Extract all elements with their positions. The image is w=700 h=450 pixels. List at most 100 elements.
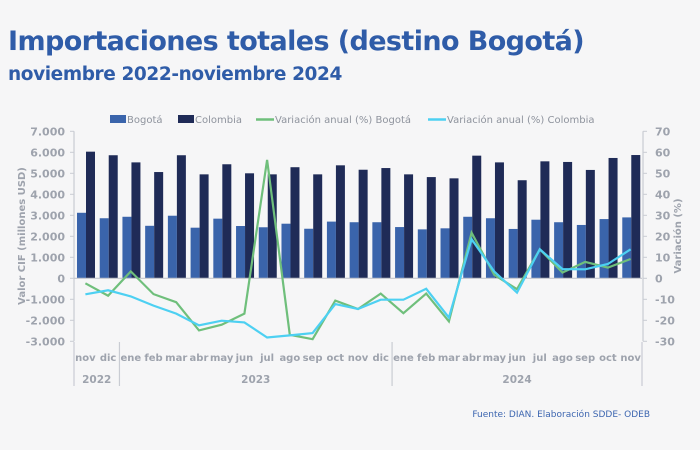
source-note: Fuente: DIAN. Elaboración SDDE- ODEB <box>472 410 650 420</box>
bar-bogot <box>622 217 632 279</box>
left-tick-label: 4.000 <box>30 188 65 201</box>
bar-colombia <box>199 174 209 279</box>
left-tick-label: -2.000 <box>26 314 66 327</box>
bar-colombia <box>86 151 95 279</box>
bar-bogot <box>372 222 382 279</box>
left-tick-label: 5.000 <box>30 167 65 180</box>
x-tick-label: feb <box>144 353 162 364</box>
x-axis: nov dic ene feb mar abr may jun jul ago sep oct nov d… <box>73 342 643 386</box>
bar-colombia <box>245 173 255 279</box>
bar-colombia <box>517 180 527 279</box>
bar-bogot <box>236 226 246 279</box>
bar-bogot <box>145 225 155 279</box>
legend-label: Variación anual (%) Bogotá <box>275 114 411 126</box>
bar-colombia <box>404 174 414 279</box>
bar-bogot <box>190 227 200 279</box>
left-tick-label: 3.000 <box>30 209 65 222</box>
x-tick-label: ene <box>393 353 414 364</box>
right-tick-label: 60 <box>655 146 671 159</box>
legend-swatch <box>110 115 126 123</box>
x-tick-label: dic <box>100 353 117 364</box>
bar-bogot <box>326 221 336 279</box>
left-tick-label: 6.000 <box>30 146 65 159</box>
bar-colombia <box>631 155 641 279</box>
year-label: 2023 <box>241 374 270 386</box>
legend-label: Variación anual (%) Colombia <box>447 114 595 126</box>
bar-bogot <box>304 228 314 279</box>
bar-colombia <box>108 155 118 279</box>
bar-colombia <box>563 161 573 279</box>
bar-bogot <box>99 218 109 279</box>
right-tick-label: 70 <box>655 125 671 138</box>
bar-colombia <box>540 161 550 279</box>
x-tick-label: nov <box>620 353 641 364</box>
y-axis-label: Valor CIF (millones USD) <box>17 167 28 305</box>
right-tick-label: 30 <box>655 209 671 222</box>
x-tick-label: jun <box>235 353 254 364</box>
year-label: 2024 <box>502 374 531 386</box>
bar-colombia <box>494 162 504 279</box>
x-tick-label: dic <box>372 353 389 364</box>
bar-colombia <box>381 168 391 279</box>
bar-colombia <box>267 174 277 279</box>
right-tick-label: 10 <box>655 251 671 264</box>
line-variacion-colombia <box>85 236 632 339</box>
bar-colombia <box>222 164 232 279</box>
left-tick-label: 2.000 <box>30 230 65 243</box>
bars <box>74 151 642 279</box>
bar-colombia <box>176 155 186 279</box>
x-tick-label: mar <box>438 353 460 364</box>
bar-bogot <box>554 222 564 279</box>
bar-bogot <box>599 219 609 279</box>
bar-bogot <box>485 218 495 279</box>
left-axis: 7.000 6.000 5.000 4.000 3.000 2.000 1.000 0 -1.0… <box>17 125 75 348</box>
x-tick-label: ago <box>279 353 300 364</box>
legend-label: Bogotá <box>127 114 163 126</box>
legend-label: Colombia <box>195 115 242 126</box>
left-tick-label: -3.000 <box>26 335 66 348</box>
left-tick-label: 0 <box>57 272 65 285</box>
bar-colombia <box>313 174 323 279</box>
x-tick-label: mar <box>165 353 187 364</box>
chart-title: Importaciones totales (destino Bogotá) <box>8 26 585 57</box>
bar-bogot <box>508 228 518 279</box>
right-tick-label: 20 <box>655 230 671 243</box>
bar-colombia <box>472 155 482 279</box>
legend-swatch <box>178 115 194 123</box>
x-tick-label: ene <box>120 353 141 364</box>
bar-colombia <box>290 167 300 279</box>
bar-colombia <box>426 177 436 279</box>
bar-bogot <box>440 228 450 279</box>
left-tick-label: 1.000 <box>30 251 65 264</box>
x-tick-label: sep <box>303 353 323 364</box>
bar-colombia <box>449 178 459 279</box>
bar-bogot <box>122 216 132 279</box>
x-tick-label: abr <box>462 353 481 364</box>
right-tick-label: -30 <box>655 335 675 348</box>
bar-colombia <box>585 169 595 279</box>
chart-subtitle: noviembre 2022-noviembre 2024 <box>8 64 342 85</box>
legend: Bogotá Colombia Variación anual (%) Bogotá… <box>110 114 595 126</box>
x-tick-label: nov <box>348 353 369 364</box>
bar-colombia <box>335 165 345 279</box>
x-tick-label: oct <box>599 353 617 364</box>
bar-colombia <box>154 172 164 279</box>
right-tick-label: 0 <box>655 272 663 285</box>
x-tick-label: sep <box>575 353 595 364</box>
left-tick-label: 7.000 <box>30 125 65 138</box>
x-tick-label: jul <box>259 353 274 364</box>
x-tick-label: ago <box>552 353 573 364</box>
left-tick-label: -1.000 <box>26 293 66 306</box>
lines <box>84 159 632 341</box>
bar-bogot <box>349 222 359 279</box>
bar-bogot <box>395 227 405 279</box>
x-tick-label: abr <box>190 353 209 364</box>
bar-bogot <box>258 227 268 279</box>
year-label: 2022 <box>82 374 111 386</box>
right-tick-label: -20 <box>655 314 675 327</box>
bar-bogot <box>531 219 541 279</box>
bar-colombia <box>608 157 618 279</box>
right-axis: 70 60 50 40 30 20 10 0 -10 -20 -30 Variación (%) <box>642 125 684 348</box>
x-tick-label: jun <box>507 353 526 364</box>
